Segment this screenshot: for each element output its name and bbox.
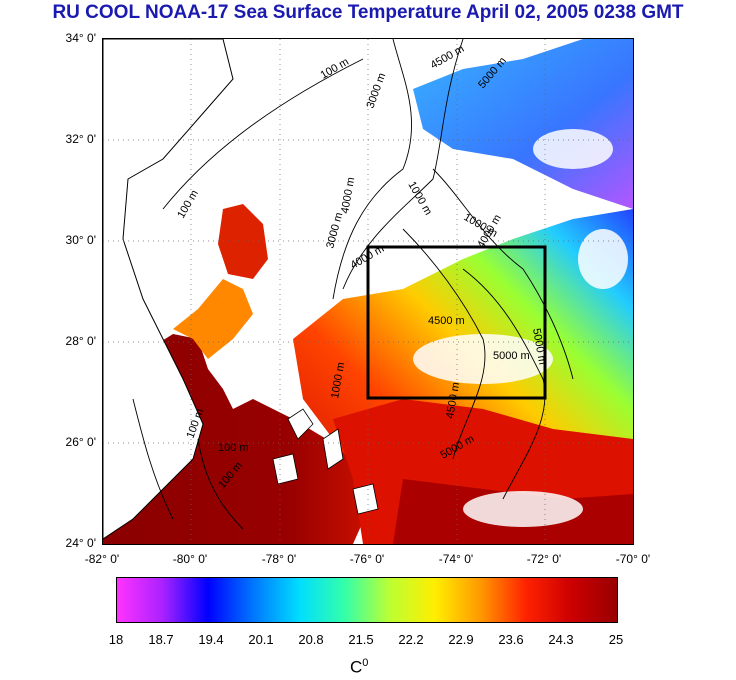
lon-label: -70° 0' xyxy=(615,552,651,566)
contour-label: 5000 m xyxy=(493,350,530,362)
contour-label: 4000 m xyxy=(339,176,357,214)
sst-map-svg: 100 m 3000 m 4500 m 5000 m 1000 m 100 m … xyxy=(103,39,633,544)
lat-label: 32° 0' xyxy=(65,132,96,146)
lon-label: -82° 0' xyxy=(84,552,120,566)
lon-label: -76° 0' xyxy=(349,552,385,566)
gulf-orange-patch xyxy=(173,279,253,359)
colorbar-tick: 25 xyxy=(608,632,624,647)
lat-label: 30° 0' xyxy=(65,233,96,247)
lat-label: 24° 0' xyxy=(65,536,96,550)
contour-label: 4500 m xyxy=(428,315,465,327)
gulf-red-patch xyxy=(218,204,268,279)
contour-label: 3000 m xyxy=(324,211,345,250)
contour-label: 4500 m xyxy=(429,43,467,72)
study-area-box xyxy=(366,245,547,400)
lat-label: 34° 0' xyxy=(65,31,96,45)
colorbar-tick: 18 xyxy=(108,632,124,647)
colorbar-tick: 20.8 xyxy=(298,632,324,647)
bathymetry-contours xyxy=(132,39,574,530)
florida-land xyxy=(103,39,234,540)
colorbar-tick: 23.6 xyxy=(498,632,524,647)
colorbar-tick: 24.3 xyxy=(548,632,574,647)
lon-label: -74° 0' xyxy=(438,552,474,566)
sst-map: 100 m 3000 m 4500 m 5000 m 1000 m 100 m … xyxy=(102,38,634,545)
map-title: RU COOL NOAA-17 Sea Surface Temperature … xyxy=(52,2,684,23)
unit-text: C xyxy=(350,657,363,677)
colorbar-tick: 21.5 xyxy=(348,632,374,647)
temperature-colorbar xyxy=(116,577,618,623)
colorbar-tick: 19.4 xyxy=(198,632,224,647)
contour-label: 3000 m xyxy=(365,71,389,110)
contour-label: 100 m xyxy=(319,56,351,82)
bahamas-islands xyxy=(272,408,379,515)
lon-label: -78° 0' xyxy=(261,552,297,566)
contour-label: 100 m xyxy=(175,188,201,220)
unit-superscript: 0 xyxy=(362,657,369,669)
lat-label: 28° 0' xyxy=(65,334,96,348)
lon-label: -80° 0' xyxy=(172,552,208,566)
colorbar-tick: 18.7 xyxy=(148,632,174,647)
colorbar-tick: 20.1 xyxy=(248,632,274,647)
contour-label: 100 m xyxy=(218,442,249,454)
lon-label: -72° 0' xyxy=(526,552,562,566)
lat-label: 26° 0' xyxy=(65,435,96,449)
colorbar-tick: 22.2 xyxy=(398,632,424,647)
colorbar-tick: 22.9 xyxy=(448,632,474,647)
colorbar-unit: C0 xyxy=(350,657,368,678)
